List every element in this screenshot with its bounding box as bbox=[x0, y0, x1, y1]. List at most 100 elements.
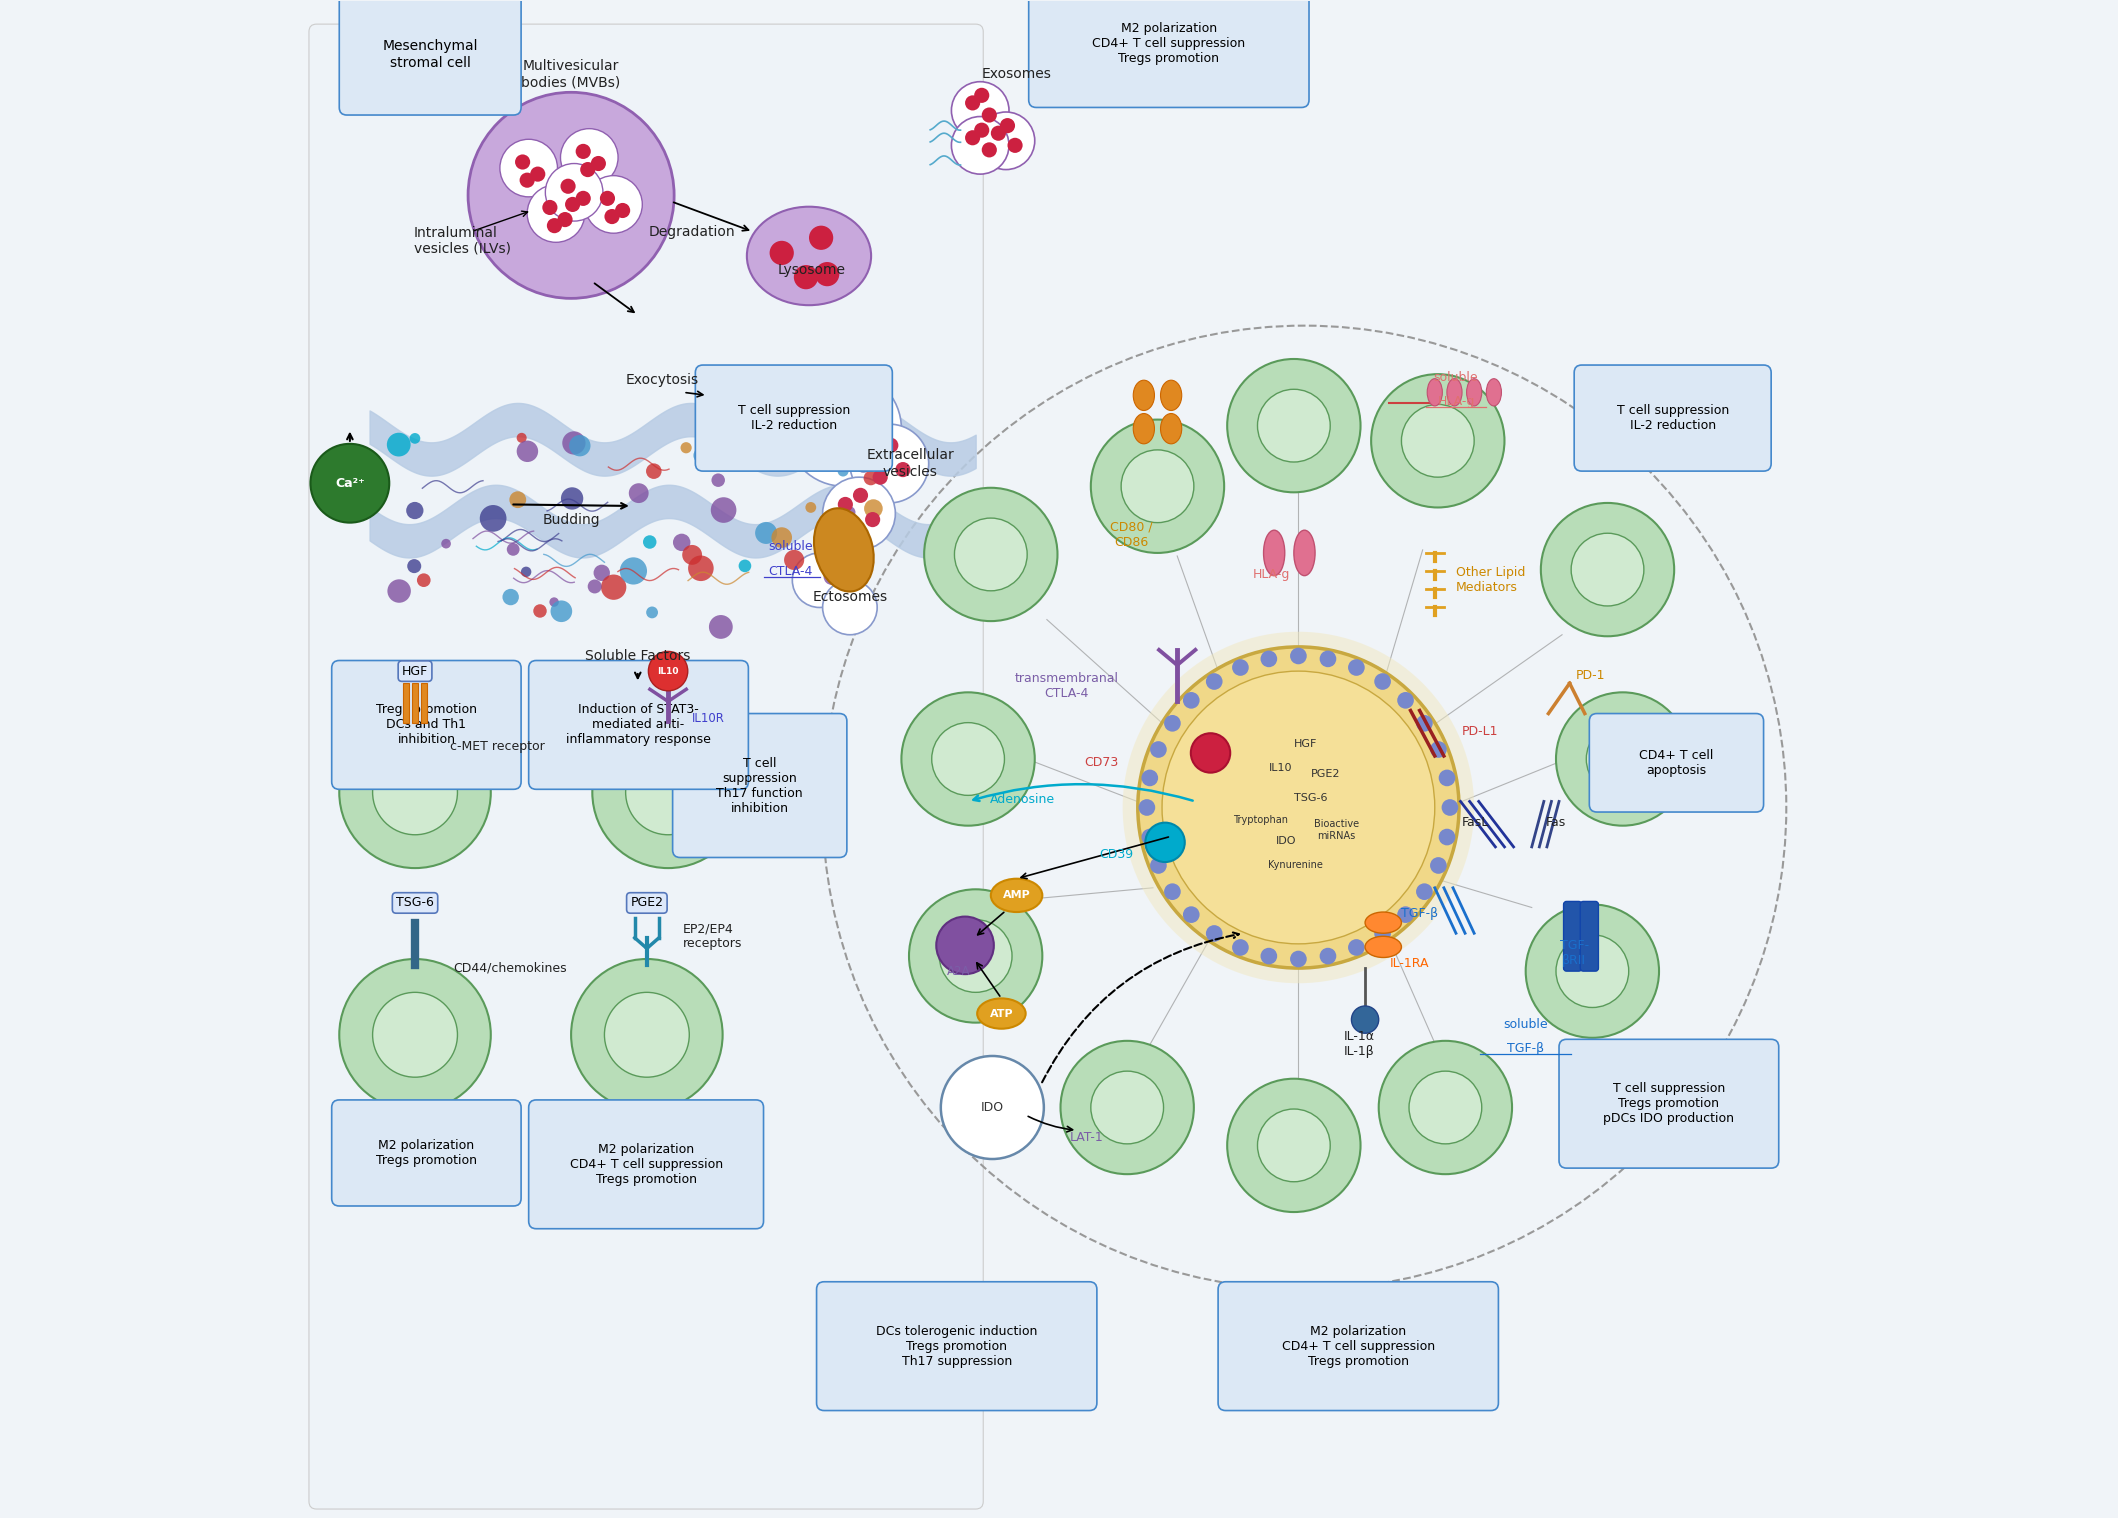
Circle shape bbox=[1258, 1110, 1330, 1181]
Text: IL10: IL10 bbox=[657, 666, 680, 676]
Circle shape bbox=[409, 433, 419, 443]
Circle shape bbox=[517, 440, 538, 461]
Circle shape bbox=[822, 580, 877, 635]
Circle shape bbox=[621, 557, 646, 584]
Circle shape bbox=[1142, 829, 1159, 846]
Circle shape bbox=[561, 431, 585, 454]
Text: HLA-g: HLA-g bbox=[1438, 395, 1474, 408]
Circle shape bbox=[824, 568, 841, 584]
Circle shape bbox=[1417, 715, 1432, 732]
Text: ATP: ATP bbox=[989, 1008, 1012, 1019]
Text: LAT-1: LAT-1 bbox=[1070, 1131, 1103, 1145]
FancyBboxPatch shape bbox=[1559, 1040, 1779, 1169]
Circle shape bbox=[604, 209, 621, 225]
Circle shape bbox=[1586, 723, 1658, 795]
Circle shape bbox=[837, 466, 849, 477]
Circle shape bbox=[407, 502, 424, 519]
Circle shape bbox=[561, 487, 582, 510]
Circle shape bbox=[1233, 659, 1250, 676]
Text: Fas: Fas bbox=[1546, 817, 1565, 829]
Text: Mesenchymal
stromal cell: Mesenchymal stromal cell bbox=[383, 39, 479, 70]
Circle shape bbox=[756, 522, 777, 543]
Circle shape bbox=[1379, 1041, 1512, 1173]
Circle shape bbox=[902, 692, 1036, 826]
Circle shape bbox=[864, 499, 883, 518]
Circle shape bbox=[576, 191, 591, 206]
Circle shape bbox=[1165, 715, 1180, 732]
FancyBboxPatch shape bbox=[1563, 902, 1582, 972]
Circle shape bbox=[561, 179, 576, 194]
Circle shape bbox=[849, 424, 928, 502]
Circle shape bbox=[576, 144, 591, 159]
FancyBboxPatch shape bbox=[1218, 1281, 1497, 1410]
Circle shape bbox=[519, 173, 534, 188]
Circle shape bbox=[1226, 1079, 1360, 1211]
Circle shape bbox=[373, 993, 457, 1078]
Text: Lysosome: Lysosome bbox=[777, 263, 845, 278]
Text: Ectosomes: Ectosomes bbox=[813, 591, 887, 604]
Circle shape bbox=[693, 448, 710, 463]
Circle shape bbox=[1184, 906, 1199, 923]
FancyBboxPatch shape bbox=[1574, 364, 1771, 471]
Circle shape bbox=[593, 716, 743, 868]
Circle shape bbox=[517, 433, 527, 443]
Text: T cell suppression
IL-2 reduction: T cell suppression IL-2 reduction bbox=[737, 404, 849, 433]
Circle shape bbox=[864, 471, 879, 486]
Circle shape bbox=[506, 543, 519, 556]
Circle shape bbox=[530, 167, 544, 182]
Text: M2 polarization
CD4+ T cell suppression
Tregs promotion: M2 polarization CD4+ T cell suppression … bbox=[570, 1143, 722, 1186]
Circle shape bbox=[858, 461, 866, 471]
Circle shape bbox=[864, 512, 881, 527]
Circle shape bbox=[587, 580, 602, 594]
Circle shape bbox=[441, 539, 451, 548]
FancyBboxPatch shape bbox=[309, 24, 983, 1509]
Text: Tryptophan: Tryptophan bbox=[1233, 815, 1288, 824]
Text: IL-1α
IL-1β: IL-1α IL-1β bbox=[1343, 1029, 1375, 1058]
Circle shape bbox=[1375, 924, 1392, 941]
Circle shape bbox=[1438, 770, 1455, 786]
Text: CTLA-4: CTLA-4 bbox=[769, 565, 813, 578]
Circle shape bbox=[580, 162, 595, 178]
Circle shape bbox=[805, 502, 815, 513]
Circle shape bbox=[644, 536, 657, 548]
Text: PGE2: PGE2 bbox=[631, 897, 663, 909]
Circle shape bbox=[646, 607, 659, 618]
Circle shape bbox=[339, 959, 491, 1111]
Text: M2 polarization
Tregs promotion: M2 polarization Tregs promotion bbox=[375, 1138, 477, 1167]
Circle shape bbox=[311, 443, 390, 522]
Text: soluble: soluble bbox=[1504, 1017, 1548, 1031]
Circle shape bbox=[508, 492, 525, 509]
Circle shape bbox=[1091, 419, 1224, 553]
Circle shape bbox=[566, 197, 580, 213]
Ellipse shape bbox=[1366, 937, 1402, 958]
Circle shape bbox=[1260, 651, 1277, 668]
Circle shape bbox=[822, 477, 896, 550]
Circle shape bbox=[712, 498, 737, 522]
Circle shape bbox=[1120, 449, 1195, 522]
Text: CD80 /
CD86: CD80 / CD86 bbox=[1110, 521, 1152, 548]
Circle shape bbox=[500, 140, 557, 197]
Circle shape bbox=[682, 545, 701, 565]
Circle shape bbox=[923, 487, 1057, 621]
Circle shape bbox=[557, 213, 572, 228]
Circle shape bbox=[629, 483, 648, 502]
FancyBboxPatch shape bbox=[1580, 902, 1599, 972]
Circle shape bbox=[1000, 118, 1015, 134]
Circle shape bbox=[710, 615, 733, 639]
Text: FasL: FasL bbox=[1461, 817, 1489, 829]
Circle shape bbox=[625, 750, 710, 835]
Circle shape bbox=[1061, 1041, 1195, 1173]
Circle shape bbox=[896, 461, 911, 477]
Circle shape bbox=[1260, 947, 1277, 964]
Text: CD39: CD39 bbox=[1099, 849, 1133, 861]
Circle shape bbox=[828, 434, 843, 449]
Circle shape bbox=[1008, 138, 1023, 153]
Circle shape bbox=[839, 496, 854, 512]
Circle shape bbox=[966, 96, 981, 111]
Circle shape bbox=[883, 437, 898, 452]
Circle shape bbox=[1137, 647, 1459, 968]
Circle shape bbox=[769, 241, 794, 266]
Circle shape bbox=[502, 589, 519, 606]
Circle shape bbox=[792, 553, 847, 607]
Text: PD-1: PD-1 bbox=[1576, 669, 1605, 682]
